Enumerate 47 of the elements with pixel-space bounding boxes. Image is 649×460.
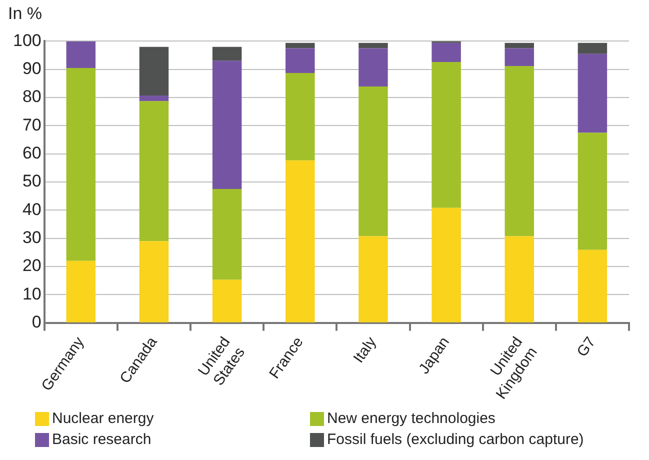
bar (212, 60, 242, 190)
bar (578, 54, 608, 133)
bar (504, 236, 534, 322)
bar (212, 189, 242, 280)
bar (139, 46, 169, 96)
bar (286, 42, 315, 48)
y-tick-label: 100 (12, 30, 42, 50)
bar (139, 241, 169, 322)
legend-label: Basic research (52, 431, 152, 448)
y-tick-label: 20 (22, 256, 42, 276)
bar (504, 48, 534, 66)
bar (358, 236, 388, 322)
bar (139, 96, 169, 102)
bar (212, 46, 242, 61)
bar (139, 101, 169, 242)
legend-label: New energy technologies (327, 410, 496, 427)
bar (286, 48, 315, 74)
bar (66, 41, 96, 68)
y-tick-label: 50 (22, 172, 42, 191)
bar (432, 208, 461, 322)
bar (578, 42, 608, 54)
bar (432, 42, 461, 62)
x-tick-label: G7 (574, 334, 600, 360)
bar (504, 42, 534, 48)
bar (286, 160, 315, 322)
bar (358, 42, 388, 48)
y-tick-label: 40 (22, 200, 42, 219)
y-tick-label: 90 (22, 59, 42, 78)
bar (504, 66, 534, 236)
bar (358, 86, 388, 236)
bar (66, 68, 96, 261)
y-tick-label: 30 (22, 228, 42, 248)
legend-label: Nuclear energy (52, 410, 154, 427)
bar (66, 260, 96, 322)
y-tick-label: 80 (22, 87, 42, 106)
y-tick-label: 70 (22, 115, 42, 134)
bar (578, 250, 608, 322)
legend-label: Fossil fuels (excluding carbon capture) (327, 431, 584, 448)
bar (432, 62, 461, 208)
bar (358, 48, 388, 87)
bar (286, 73, 315, 160)
bar (212, 280, 242, 322)
bar (578, 132, 608, 250)
y-axis-title: In % (8, 4, 42, 24)
y-tick-label: 60 (22, 144, 42, 163)
y-tick-label: 10 (22, 284, 42, 304)
y-tick-label: 0 (32, 312, 42, 332)
